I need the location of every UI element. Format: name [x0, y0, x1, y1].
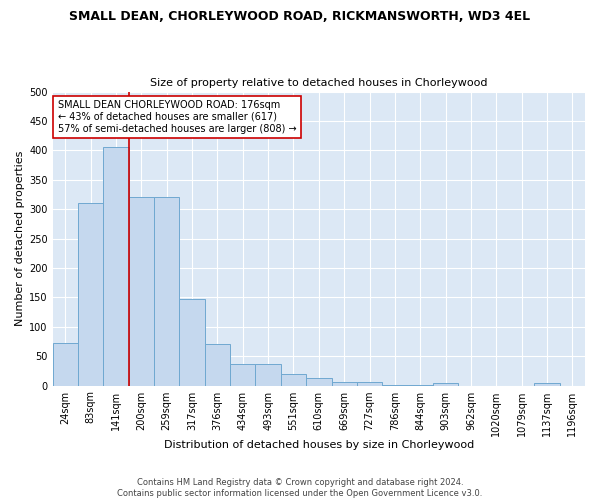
Bar — [306, 378, 332, 386]
Bar — [256, 364, 281, 386]
Text: Contains HM Land Registry data © Crown copyright and database right 2024.
Contai: Contains HM Land Registry data © Crown c… — [118, 478, 482, 498]
Bar — [433, 382, 458, 386]
Bar — [382, 385, 407, 386]
Bar — [129, 198, 154, 386]
Title: Size of property relative to detached houses in Chorleywood: Size of property relative to detached ho… — [150, 78, 488, 88]
Bar — [53, 344, 78, 386]
Bar — [179, 298, 205, 386]
Bar — [357, 382, 382, 386]
Bar — [154, 198, 179, 386]
Text: SMALL DEAN CHORLEYWOOD ROAD: 176sqm
← 43% of detached houses are smaller (617)
5: SMALL DEAN CHORLEYWOOD ROAD: 176sqm ← 43… — [58, 100, 296, 134]
Bar — [332, 382, 357, 386]
Bar — [281, 374, 306, 386]
Bar — [78, 204, 103, 386]
Bar — [230, 364, 256, 386]
Bar — [407, 385, 433, 386]
Text: SMALL DEAN, CHORLEYWOOD ROAD, RICKMANSWORTH, WD3 4EL: SMALL DEAN, CHORLEYWOOD ROAD, RICKMANSWO… — [70, 10, 530, 23]
Bar — [205, 344, 230, 386]
Y-axis label: Number of detached properties: Number of detached properties — [15, 151, 25, 326]
X-axis label: Distribution of detached houses by size in Chorleywood: Distribution of detached houses by size … — [164, 440, 474, 450]
Bar — [535, 382, 560, 386]
Bar — [103, 148, 129, 386]
